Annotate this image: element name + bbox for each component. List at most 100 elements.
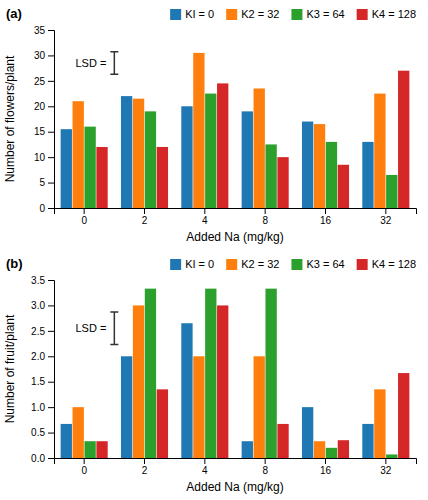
- legend-item: KI = 0: [170, 258, 214, 270]
- bar: [254, 356, 265, 458]
- axis-line: [55, 209, 417, 215]
- y-axis-title: Number of fruit/plant: [3, 314, 17, 423]
- y-tick-label: 35: [34, 25, 46, 36]
- y-tick-mark: [48, 183, 54, 184]
- lsd-label: LSD =: [75, 322, 106, 334]
- x-tick-mark: [385, 208, 386, 214]
- bar: [386, 175, 397, 208]
- y-tick-label: 0.0: [31, 453, 45, 464]
- x-tick-label: 32: [380, 215, 392, 226]
- x-tick: 8: [262, 208, 268, 226]
- bar: [181, 323, 192, 458]
- x-tick: 8: [262, 458, 268, 476]
- y-tick-mark: [48, 356, 54, 357]
- x-tick-mark: [204, 458, 205, 464]
- bar: [133, 99, 144, 208]
- legend: KI = 0 K2 = 32 K3 = 64 K4 = 128: [170, 258, 416, 270]
- y-tick-label: 2.0: [31, 351, 45, 362]
- bar: [254, 88, 265, 208]
- bar: [73, 407, 84, 458]
- y-tick: 5: [39, 177, 54, 188]
- y-tick-mark: [48, 280, 54, 281]
- legend-swatch: [170, 9, 181, 20]
- x-tick: 16: [320, 208, 332, 226]
- y-tick: 15: [34, 126, 54, 137]
- legend-swatch: [170, 259, 181, 270]
- x-tick: 16: [320, 458, 332, 476]
- x-axis-title: Added Na (mg/kg): [186, 480, 283, 494]
- legend-label: K4 = 128: [372, 8, 416, 20]
- bar: [181, 106, 192, 208]
- x-tick-label: 32: [380, 465, 392, 476]
- y-tick-label: 20: [34, 101, 46, 112]
- y-tick-mark: [48, 305, 54, 306]
- y-tick: 25: [34, 76, 54, 87]
- x-tick-mark: [144, 458, 145, 464]
- legend-item: K3 = 64: [291, 258, 344, 270]
- y-tick: 0: [39, 203, 54, 214]
- y-tick-mark: [48, 157, 54, 158]
- y-tick-mark: [48, 30, 54, 31]
- legend-item: K4 = 128: [357, 258, 416, 270]
- y-axis: 05101520253035: [34, 25, 55, 214]
- x-tick-mark: [265, 208, 266, 214]
- y-tick-label: 1.5: [31, 376, 45, 387]
- y-tick: 1.5: [31, 376, 54, 387]
- y-tick-mark: [48, 331, 54, 332]
- y-tick-label: 25: [34, 76, 46, 87]
- x-tick-mark: [325, 208, 326, 214]
- x-tick-label: 4: [202, 215, 208, 226]
- legend-label: KI = 0: [185, 258, 214, 270]
- y-tick: 2.0: [31, 351, 54, 362]
- y-tick-mark: [48, 132, 54, 133]
- x-tick: 32: [380, 458, 392, 476]
- bar: [84, 441, 95, 458]
- legend-item: KI = 0: [170, 8, 214, 20]
- bar: [326, 448, 337, 458]
- x-axis-title: Added Na (mg/kg): [186, 230, 283, 244]
- panel-label: (a): [6, 6, 22, 21]
- x-tick-label: 2: [142, 465, 148, 476]
- y-tick: 20: [34, 101, 54, 112]
- bar: [217, 305, 228, 458]
- bar: [242, 111, 253, 208]
- y-tick: 0.0: [31, 453, 54, 464]
- lsd: LSD =: [75, 52, 118, 74]
- y-tick-label: 0.5: [31, 427, 45, 438]
- bar: [121, 96, 132, 208]
- bar: [326, 142, 337, 208]
- legend-item: K4 = 128: [357, 8, 416, 20]
- x-tick: 2: [142, 208, 148, 226]
- y-axis-title: Number of flowers/plant: [3, 55, 17, 182]
- x-tick: 4: [202, 208, 208, 226]
- y-tick: 35: [34, 25, 54, 36]
- y-tick-mark: [48, 55, 54, 56]
- bar: [205, 289, 216, 458]
- x-tick-mark: [204, 208, 205, 214]
- bar-series: [96, 71, 409, 208]
- panel: 0248163205101520253035Added Na (mg/kg)Nu…: [3, 6, 417, 244]
- bars: [61, 289, 410, 458]
- y-tick-label: 0: [39, 203, 45, 214]
- bar: [145, 289, 156, 458]
- bar: [362, 424, 373, 458]
- x-tick-mark: [144, 208, 145, 214]
- legend-swatch: [357, 259, 368, 270]
- x-tick-label: 16: [320, 215, 332, 226]
- bar: [193, 356, 204, 458]
- bar: [338, 440, 349, 458]
- x-tick-mark: [265, 458, 266, 464]
- y-tick: 0.5: [31, 427, 54, 438]
- lsd-bar: [110, 312, 118, 345]
- y-tick-label: 1.0: [31, 402, 45, 413]
- x-tick-label: 0: [81, 465, 87, 476]
- legend-label: K2 = 32: [241, 8, 279, 20]
- legend-item: K2 = 32: [226, 258, 279, 270]
- bar: [314, 441, 325, 458]
- bar: [374, 94, 385, 208]
- x-tick-label: 2: [142, 215, 148, 226]
- legend-label: K2 = 32: [241, 258, 279, 270]
- legend-item: K3 = 64: [291, 8, 344, 20]
- y-tick-mark: [48, 382, 54, 383]
- panel-label: (b): [6, 256, 23, 271]
